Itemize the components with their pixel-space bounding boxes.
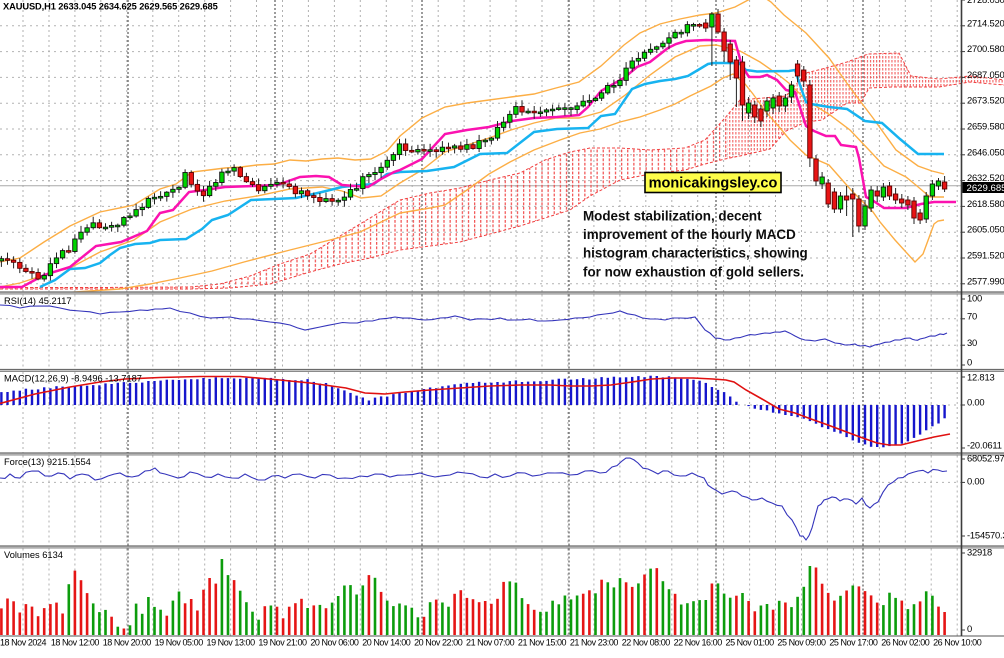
svg-text:25 Nov 01:00: 25 Nov 01:00 bbox=[726, 638, 775, 648]
svg-text:0.00: 0.00 bbox=[967, 476, 984, 487]
svg-text:RSI(14) 45.2117: RSI(14) 45.2117 bbox=[4, 296, 72, 306]
svg-text:25 Nov 17:00: 25 Nov 17:00 bbox=[829, 638, 878, 648]
svg-text:20 Nov 22:00: 20 Nov 22:00 bbox=[414, 638, 463, 648]
svg-text:20 Nov 14:00: 20 Nov 14:00 bbox=[362, 638, 411, 648]
svg-text:monicakingsley.co: monicakingsley.co bbox=[649, 176, 778, 192]
svg-text:19 Nov 21:00: 19 Nov 21:00 bbox=[258, 638, 307, 648]
svg-text:2700.580: 2700.580 bbox=[967, 43, 1004, 54]
svg-text:MACD(12,26,9) -8.9496 -13.7187: MACD(12,26,9) -8.9496 -13.7187 bbox=[4, 374, 142, 384]
svg-text:100: 100 bbox=[967, 293, 982, 304]
svg-text:21 Nov 15:00: 21 Nov 15:00 bbox=[518, 638, 567, 648]
svg-text:0: 0 bbox=[967, 357, 972, 368]
svg-text:21 Nov 23:00: 21 Nov 23:00 bbox=[570, 638, 619, 648]
svg-text:2618.580: 2618.580 bbox=[967, 198, 1004, 209]
svg-text:2673.520: 2673.520 bbox=[967, 95, 1004, 106]
svg-text:70: 70 bbox=[967, 310, 977, 321]
svg-text:0: 0 bbox=[967, 623, 972, 634]
svg-text:20 Nov 06:00: 20 Nov 06:00 bbox=[310, 638, 359, 648]
svg-text:2659.580: 2659.580 bbox=[967, 121, 1004, 132]
svg-text:19 Nov 13:00: 19 Nov 13:00 bbox=[207, 638, 256, 648]
svg-text:2605.050: 2605.050 bbox=[967, 224, 1004, 235]
svg-text:26 Nov 10:00: 26 Nov 10:00 bbox=[933, 638, 982, 648]
svg-text:19 Nov 05:00: 19 Nov 05:00 bbox=[155, 638, 204, 648]
svg-text:for now exhaustion of gold sel: for now exhaustion of gold sellers. bbox=[583, 264, 804, 279]
svg-text:22 Nov 16:00: 22 Nov 16:00 bbox=[674, 638, 723, 648]
svg-text:2632.520: 2632.520 bbox=[967, 172, 1004, 183]
svg-text:Volumes 6134: Volumes 6134 bbox=[4, 550, 63, 560]
svg-text:68052.9782: 68052.9782 bbox=[967, 453, 1004, 464]
svg-text:Modest stabilization, decent: Modest stabilization, decent bbox=[583, 209, 762, 224]
svg-text:2714.520: 2714.520 bbox=[967, 17, 1004, 28]
svg-text:18 Nov 12:00: 18 Nov 12:00 bbox=[51, 638, 100, 648]
svg-text:26 Nov 02:00: 26 Nov 02:00 bbox=[881, 638, 930, 648]
svg-text:12.813: 12.813 bbox=[967, 371, 994, 382]
svg-text:2577.990: 2577.990 bbox=[967, 275, 1004, 286]
svg-text:21 Nov 07:00: 21 Nov 07:00 bbox=[466, 638, 515, 648]
svg-text:18 Nov 20:00: 18 Nov 20:00 bbox=[103, 638, 152, 648]
svg-text:-20.0611: -20.0611 bbox=[967, 440, 1002, 451]
svg-text:XAUUSD,H1 2633.045 2634.625 2: XAUUSD,H1 2633.045 2634.625 2629.565 262… bbox=[3, 2, 218, 12]
svg-text:25 Nov 09:00: 25 Nov 09:00 bbox=[777, 638, 826, 648]
svg-text:18 Nov 2024: 18 Nov 2024 bbox=[0, 638, 46, 648]
svg-text:improvement of the hourly MACD: improvement of the hourly MACD bbox=[583, 227, 796, 242]
svg-text:2591.520: 2591.520 bbox=[967, 250, 1004, 261]
svg-text:30: 30 bbox=[967, 337, 977, 348]
svg-text:histogram characteristics, sho: histogram characteristics, showing bbox=[583, 246, 808, 261]
svg-text:22 Nov 08:00: 22 Nov 08:00 bbox=[622, 638, 671, 648]
svg-text:-154570.39: -154570.39 bbox=[967, 530, 1004, 541]
svg-text:0.00: 0.00 bbox=[967, 397, 984, 408]
svg-text:2728.050: 2728.050 bbox=[967, 0, 1004, 5]
svg-text:32918: 32918 bbox=[967, 547, 992, 558]
svg-text:2687.050: 2687.050 bbox=[967, 69, 1004, 80]
svg-text:Force(13) 9215.1554: Force(13) 9215.1554 bbox=[4, 457, 91, 467]
svg-text:2629.685: 2629.685 bbox=[967, 183, 1004, 194]
svg-text:2646.050: 2646.050 bbox=[967, 146, 1004, 157]
